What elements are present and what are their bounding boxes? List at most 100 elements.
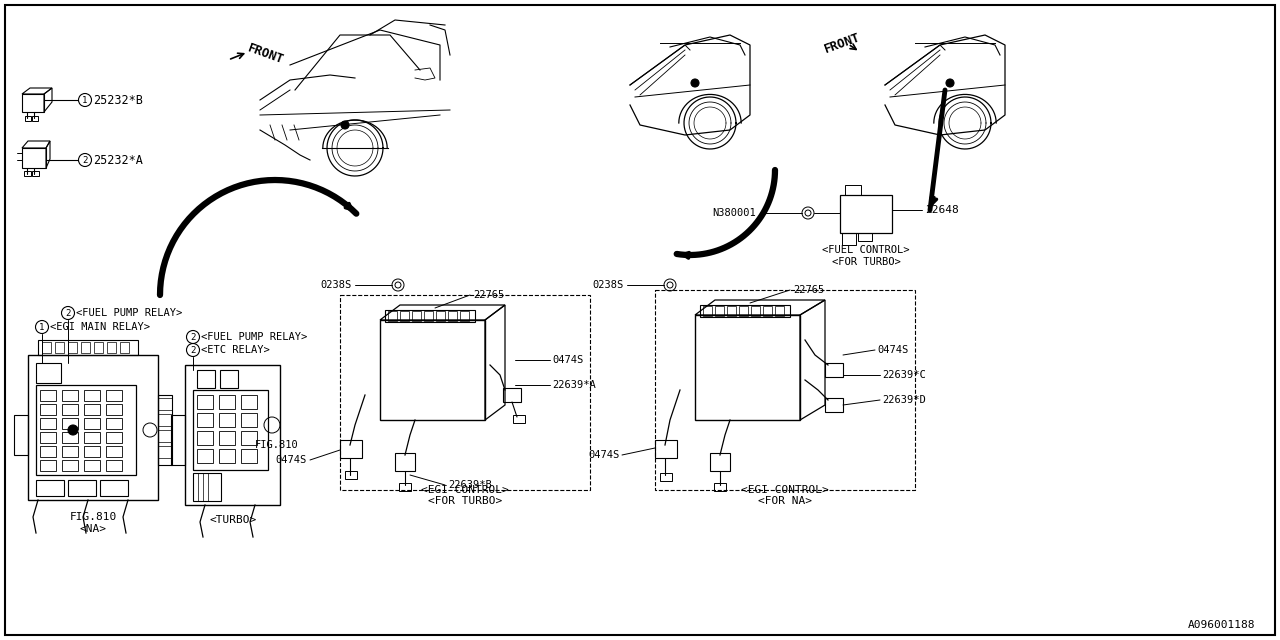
Bar <box>157 430 172 442</box>
Bar <box>399 483 411 491</box>
Text: 22639*B: 22639*B <box>448 480 492 490</box>
Text: <NA>: <NA> <box>79 524 106 534</box>
Bar <box>763 306 772 316</box>
Bar <box>84 446 100 457</box>
Bar <box>24 171 31 176</box>
Bar <box>655 440 677 458</box>
Circle shape <box>68 425 78 435</box>
Bar <box>157 395 172 465</box>
Bar <box>84 418 100 429</box>
Text: <FOR NA>: <FOR NA> <box>758 496 812 506</box>
Text: FRONT: FRONT <box>823 31 863 56</box>
Bar <box>42 342 51 353</box>
Bar <box>106 446 122 457</box>
Bar <box>513 415 525 423</box>
Text: 2: 2 <box>191 333 196 342</box>
Bar <box>32 116 38 121</box>
Text: 1: 1 <box>40 323 45 332</box>
Bar <box>22 94 44 112</box>
Bar <box>197 431 212 445</box>
Bar <box>61 432 78 443</box>
Bar <box>424 311 433 321</box>
Bar <box>197 413 212 427</box>
Bar <box>241 395 257 409</box>
Bar <box>845 185 861 195</box>
Text: <EGI CONTROL>: <EGI CONTROL> <box>741 485 829 495</box>
Bar <box>22 148 46 168</box>
Bar <box>727 306 736 316</box>
Bar <box>61 390 78 401</box>
Bar <box>193 473 221 501</box>
Text: A096001188: A096001188 <box>1188 620 1254 630</box>
Bar <box>84 460 100 471</box>
Bar <box>714 483 726 491</box>
Bar <box>385 310 475 322</box>
Text: FIG.810: FIG.810 <box>255 440 298 450</box>
Bar <box>380 320 485 420</box>
Text: 25232*B: 25232*B <box>93 93 143 106</box>
Bar <box>241 413 257 427</box>
Text: 0474S: 0474S <box>275 455 307 465</box>
Bar <box>26 116 31 121</box>
Text: FIG.810: FIG.810 <box>69 512 116 522</box>
Bar <box>655 290 915 490</box>
Bar <box>106 390 122 401</box>
Bar <box>197 395 212 409</box>
Bar <box>40 404 56 415</box>
Bar <box>219 395 236 409</box>
Bar <box>32 171 38 176</box>
Text: <FUEL PUMP RELAY>: <FUEL PUMP RELAY> <box>201 332 307 342</box>
Text: 0474S: 0474S <box>589 450 620 460</box>
Bar <box>120 342 129 353</box>
Text: 22639*A: 22639*A <box>552 380 595 390</box>
Bar <box>40 446 56 457</box>
Bar <box>660 473 672 481</box>
Bar <box>186 365 280 505</box>
Text: <FOR TURBO>: <FOR TURBO> <box>428 496 502 506</box>
Bar <box>710 453 730 471</box>
Bar <box>401 311 410 321</box>
Bar <box>826 398 844 412</box>
Text: 2: 2 <box>65 308 70 317</box>
Text: 2: 2 <box>82 156 88 164</box>
Bar <box>241 449 257 463</box>
Bar <box>396 453 415 471</box>
Bar <box>448 311 457 321</box>
Circle shape <box>691 79 699 87</box>
Text: 22765: 22765 <box>474 290 504 300</box>
Text: <EGI MAIN RELAY>: <EGI MAIN RELAY> <box>50 322 150 332</box>
Bar <box>84 432 100 443</box>
Bar <box>100 480 128 496</box>
Bar <box>106 418 122 429</box>
Circle shape <box>946 79 954 87</box>
Bar <box>84 404 100 415</box>
Bar <box>197 449 212 463</box>
Circle shape <box>340 121 349 129</box>
Text: <FUEL CONTROL>: <FUEL CONTROL> <box>822 245 910 255</box>
Bar <box>36 385 136 475</box>
Text: 0474S: 0474S <box>552 355 584 365</box>
Bar <box>172 415 186 465</box>
Bar <box>14 415 28 455</box>
Text: <EGI CONTROL>: <EGI CONTROL> <box>421 485 509 495</box>
Bar <box>695 315 800 420</box>
Bar <box>751 306 760 316</box>
Bar <box>774 306 785 316</box>
Bar <box>826 363 844 377</box>
Text: 2: 2 <box>191 346 196 355</box>
Bar <box>40 390 56 401</box>
Text: <ETC RELAY>: <ETC RELAY> <box>201 345 270 355</box>
Bar <box>28 355 157 500</box>
Text: <FOR TURBO>: <FOR TURBO> <box>832 257 900 267</box>
Bar <box>340 440 362 458</box>
Bar <box>220 370 238 388</box>
Bar <box>436 311 445 321</box>
Bar <box>108 342 116 353</box>
Bar <box>93 342 102 353</box>
Bar <box>219 413 236 427</box>
Text: 0474S: 0474S <box>877 345 909 355</box>
Bar <box>38 340 138 355</box>
Bar <box>219 431 236 445</box>
Bar <box>55 342 64 353</box>
Bar <box>739 306 748 316</box>
